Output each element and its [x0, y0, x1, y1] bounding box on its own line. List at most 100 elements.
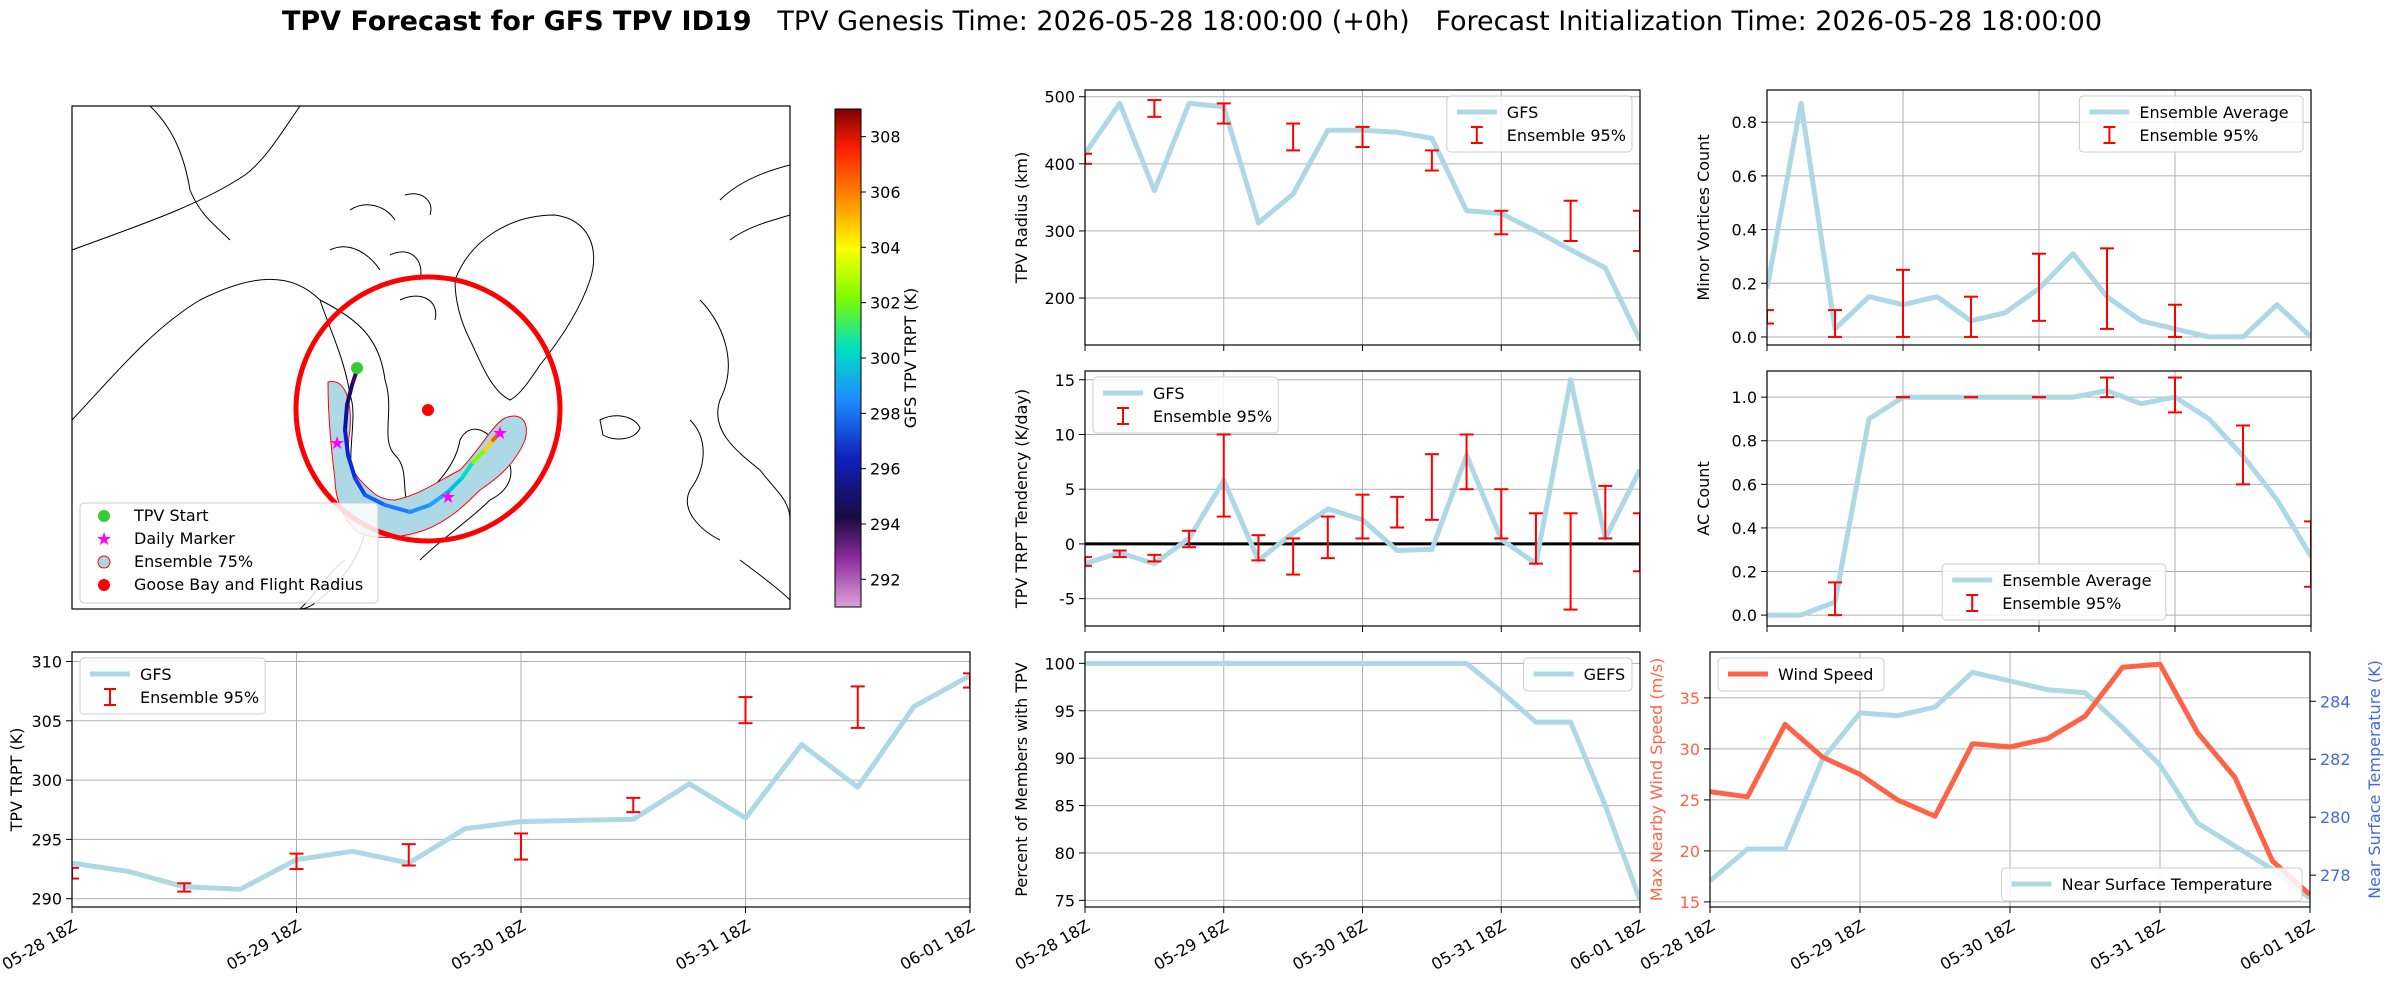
- coastline-europe: [686, 299, 790, 601]
- ensemble-error-bar: [177, 882, 192, 893]
- x-tick-label: 05-28 18Z: [0, 916, 80, 974]
- chart-legend: Ensemble Average Ensemble 95%: [2078, 95, 2304, 153]
- ensemble-error-bar: [1494, 488, 1509, 540]
- plot-marks: [1085, 660, 1640, 902]
- tpv-start-marker: [351, 362, 363, 374]
- tpv-track: ★ ★ ★: [329, 368, 508, 514]
- colorbar-tick-label: 306: [870, 183, 901, 202]
- y-axis-label: AC Count: [1694, 461, 1713, 535]
- x-tick-label: 05-29 18Z: [1150, 916, 1231, 974]
- y-tick-label: 0.8: [1732, 113, 1757, 132]
- daily-marker-star: ★: [440, 487, 456, 508]
- chart-legend: GFS Ensemble 95%: [1446, 95, 1633, 153]
- y-axis-label: TPV Radius (km): [1012, 152, 1031, 285]
- ensemble-error-bar: [1828, 581, 1842, 617]
- y-tick-label: 0.4: [1732, 519, 1757, 538]
- legend-errorbar-swatch: [104, 688, 116, 706]
- chart-legend: GEFS: [1523, 657, 1633, 692]
- coastline-alaska: [149, 106, 231, 241]
- ensemble-error-bar: [626, 796, 641, 814]
- chart-minor: 0.0 0.2 0.4 0.6 0.8 Minor Vortices Count Ensem…: [1694, 89, 2312, 351]
- plot-marks: [1710, 661, 2310, 901]
- plot-marks: [1085, 377, 1640, 611]
- x-tick-label: 05-30 18Z: [1289, 916, 1370, 974]
- y-axis-label: TPV TRPT Tendency (K/day): [1012, 389, 1031, 609]
- ensemble-error-bar: [1355, 493, 1370, 540]
- legend-label: GFS: [140, 665, 171, 684]
- x-tick-label: 06-01 18Z: [2237, 916, 2318, 974]
- y-tick-label: 0.8: [1732, 432, 1757, 451]
- y-axis-label: Percent of Members with TPV: [1012, 662, 1031, 896]
- flight-radius-circle: [293, 274, 563, 544]
- coastline-hudson-bay: [319, 299, 411, 511]
- series-line-main: [72, 673, 970, 892]
- colorbar: [834, 108, 862, 608]
- ensemble-error-bar: [2100, 247, 2114, 330]
- ensemble-error-bar: [289, 852, 304, 871]
- track-segment: [428, 490, 450, 507]
- chart-legend: Ensemble Average Ensemble 95%: [1941, 563, 2167, 621]
- ensemble-error-bar: [738, 696, 753, 725]
- ensemble-error-bar: [1390, 495, 1405, 529]
- ensemble-error-bar: [1494, 209, 1509, 236]
- ensemble-error-bar: [1286, 537, 1301, 576]
- track-segment: [483, 438, 495, 452]
- y-tick-label: -5: [1059, 590, 1075, 609]
- y-tick-label: 300: [31, 771, 62, 790]
- legend-label: Near Surface Temperature: [2062, 875, 2273, 894]
- track-segment: [460, 460, 475, 480]
- legend-star-icon: ★: [96, 529, 112, 550]
- chart-wind_temp: 278 280 282 284 Near Surface Temperature (K)…: [1637, 651, 2384, 974]
- ensemble-error-bar: [1085, 556, 1092, 567]
- y-axis-label: Max Nearby Wind Speed (m/s): [1647, 658, 1666, 901]
- track-segment: [346, 453, 357, 480]
- y-tick-label: 15: [1055, 371, 1075, 390]
- ensemble-error-bar: [1964, 295, 1978, 338]
- ensemble-error-bar: [1563, 512, 1578, 611]
- ensemble-error-bar: [1112, 549, 1127, 559]
- y-tick-label: 305: [31, 712, 62, 731]
- ensemble-error-bar: [1216, 433, 1231, 518]
- map-legend: TPV Start ★ Daily Marker Ensemble 75% Go…: [79, 502, 379, 604]
- y-tick-label: 15: [1680, 893, 1700, 912]
- plot-marks: [1085, 99, 1640, 342]
- ensemble-error-bar: [1424, 453, 1439, 521]
- ensemble-error-bar: [514, 832, 528, 861]
- y-tick-label: 95: [1055, 702, 1075, 721]
- colorbar-tick-label: 296: [870, 460, 901, 479]
- daily-marker-star: ★: [492, 423, 508, 444]
- y2-tick-label: 282: [2320, 750, 2351, 769]
- ensemble-error-bar: [401, 843, 416, 867]
- coastline-iceland: [599, 415, 641, 440]
- legend-daily-label: Daily Marker: [134, 529, 235, 548]
- colorbar-tick-label: 304: [870, 238, 901, 257]
- ensemble-error-bar: [1896, 268, 1910, 338]
- x-tick-label: 05-31 18Z: [672, 916, 753, 974]
- y-tick-label: 0.0: [1732, 328, 1757, 347]
- coastline-greenland: [454, 214, 595, 401]
- ensemble-error-bar: [1459, 433, 1474, 491]
- series-line-main: [1085, 660, 1640, 902]
- legend-label: Ensemble Average: [2002, 571, 2151, 590]
- legend-ensemble-icon: [97, 555, 111, 569]
- y-tick-label: 300: [1044, 222, 1075, 241]
- x-tick-label: 05-29 18Z: [1787, 916, 1868, 974]
- y-tick-label: 1.0: [1732, 388, 1757, 407]
- y-tick-label: 0: [1065, 535, 1075, 554]
- ensemble-error-bar: [2236, 424, 2250, 486]
- y-tick-label: 400: [1044, 155, 1075, 174]
- ensemble-error-bar: [2032, 252, 2046, 322]
- ensemble-error-bar: [1147, 99, 1162, 118]
- ensemble-error-bar: [1598, 484, 1613, 540]
- y2-tick-label: 280: [2320, 808, 2351, 827]
- legend-errorbar-swatch: [2103, 126, 2116, 144]
- chart-legend: Wind Speed: [1717, 657, 1885, 692]
- legend-label: Ensemble 95%: [1153, 407, 1272, 426]
- legend-errorbar-swatch: [1117, 407, 1129, 425]
- chart-ac: 0.0 0.2 0.4 0.6 0.8 1.0 AC Count Ensemble Avera…: [1694, 370, 2312, 632]
- x-tick-label: 05-30 18Z: [1937, 916, 2018, 974]
- track-segment: [491, 430, 502, 442]
- ensemble-error-bar: [1085, 152, 1092, 165]
